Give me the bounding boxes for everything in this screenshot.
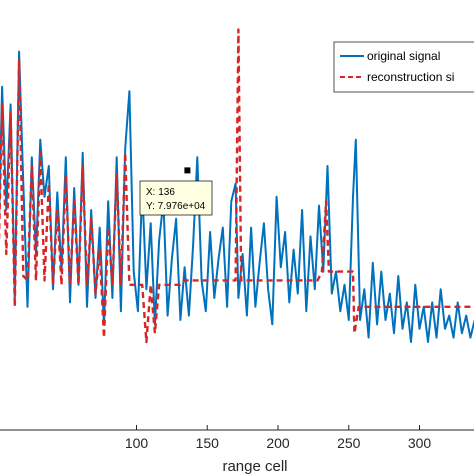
datatip-x-label: X: 136 — [146, 187, 175, 198]
legend-label-original: original signal — [367, 49, 440, 63]
x-tick-label: 100 — [125, 435, 149, 451]
x-ticks: 100 150 200 250 300 — [125, 425, 432, 451]
legend-label-reconstruction: reconstruction si — [367, 70, 454, 84]
x-axis-title: range cell — [222, 458, 287, 474]
datatip[interactable]: X: 136 Y: 7.976e+04 — [139, 167, 213, 216]
legend-box — [333, 41, 474, 93]
legend[interactable]: original signal reconstruction si — [333, 41, 474, 93]
datatip-box — [139, 180, 213, 216]
series-layer — [0, 28, 474, 344]
x-tick-label: 150 — [196, 435, 220, 451]
x-tick-label: 200 — [266, 435, 290, 451]
datatip-marker — [184, 167, 191, 174]
x-tick-label: 250 — [337, 435, 361, 451]
x-tick-label: 300 — [408, 435, 432, 451]
datatip-y-label: Y: 7.976e+04 — [146, 201, 206, 212]
series-line-reconstruction-signal — [0, 28, 474, 344]
